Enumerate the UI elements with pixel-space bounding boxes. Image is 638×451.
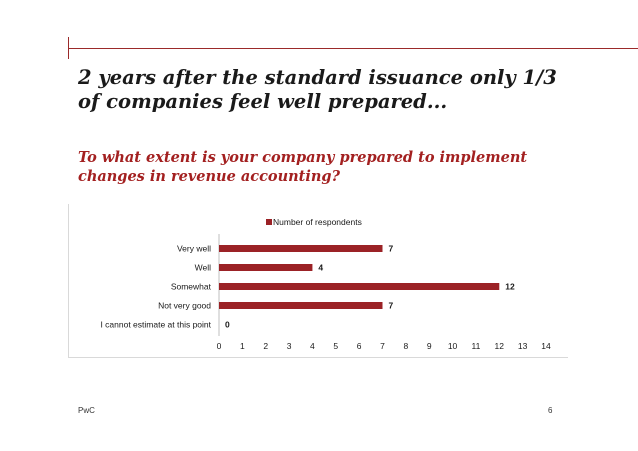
x-tick-label: 13 [518,341,528,351]
x-tick-label: 6 [357,341,362,351]
x-tick-label: 1 [240,341,245,351]
page-number: 6 [548,406,553,415]
legend-swatch [266,219,272,225]
legend-label: Number of respondents [273,217,362,227]
bar [219,245,383,252]
data-label: 12 [505,282,515,292]
x-tick-label: 3 [287,341,292,351]
category-label: I cannot estimate at this point [100,320,211,330]
category-label: Not very good [158,301,211,311]
slide-subtitle-line-2: changes in revenue accounting? [78,168,341,185]
bar [219,302,383,309]
footer-brand: PwC [78,406,95,415]
x-tick-label: 9 [427,341,432,351]
x-tick-label: 14 [541,341,551,351]
x-tick-label: 2 [263,341,268,351]
x-tick-label: 4 [310,341,315,351]
bar [219,283,500,290]
data-label: 7 [389,244,394,254]
category-label: Very well [177,244,211,254]
x-tick-label: 11 [472,341,481,351]
x-tick-label: 5 [333,341,338,351]
slide-subtitle-line-1: To what extent is your company prepared … [78,149,528,166]
x-tick-label: 8 [403,341,408,351]
header-rule [68,48,638,49]
slide-subtitle: To what extent is your company prepared … [78,148,598,186]
header-rule-tick [68,37,69,59]
x-tick-label: 10 [448,341,458,351]
bar [219,264,313,271]
x-tick-label: 7 [380,341,385,351]
data-label: 7 [389,301,394,311]
slide-title-line-1: 2 years after the standard issuance only… [78,66,557,89]
chart-frame [68,204,568,358]
data-label: 0 [225,320,230,330]
category-label: Well [195,263,211,273]
x-tick-label: 0 [217,341,222,351]
slide-title: 2 years after the standard issuance only… [78,66,598,114]
data-label: 4 [318,263,323,273]
x-tick-label: 12 [495,341,505,351]
slide-title-line-2: of companies feel well prepared... [78,90,448,113]
category-label: Somewhat [171,282,212,292]
